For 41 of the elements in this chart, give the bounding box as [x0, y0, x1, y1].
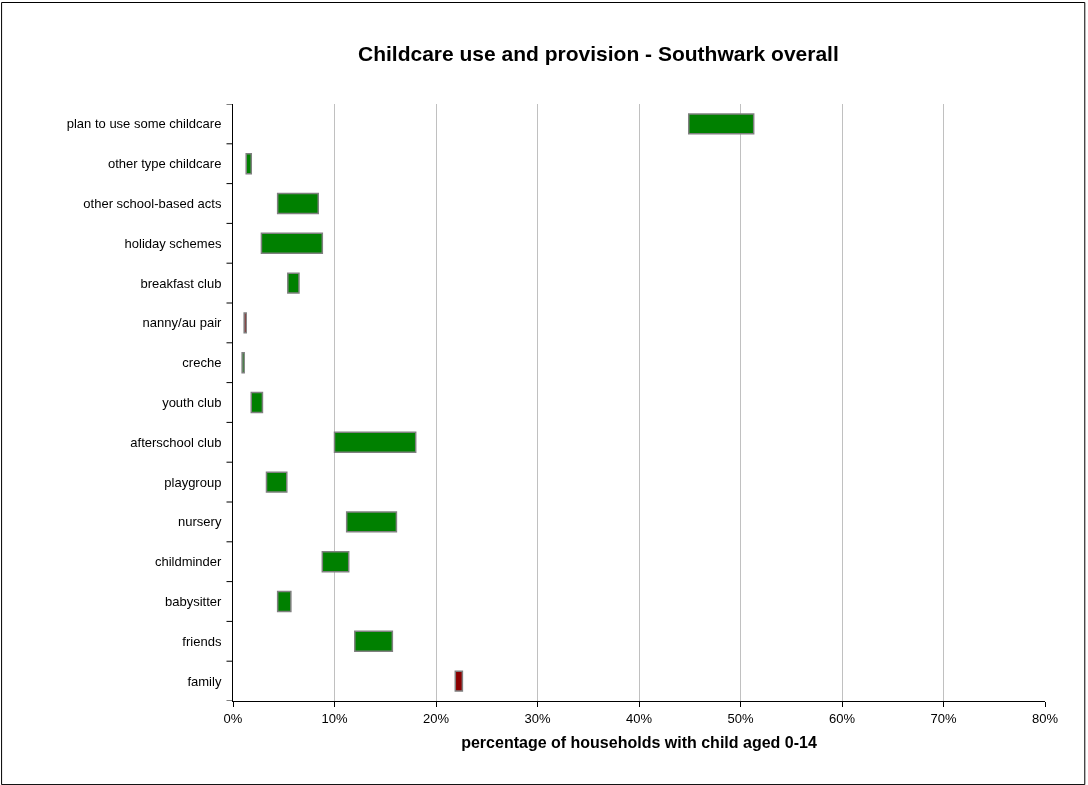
x-tick-label: 30% — [524, 710, 551, 726]
x-tick-label: 0% — [223, 710, 243, 726]
bar — [241, 352, 245, 374]
bar — [687, 113, 755, 135]
y-tick-label: babysitter — [165, 594, 223, 610]
y-tick-label: family — [187, 673, 222, 689]
bar — [276, 192, 320, 215]
x-tick-label: 70% — [930, 710, 957, 726]
x-tick-label: 80% — [1031, 710, 1059, 726]
bar — [345, 511, 398, 533]
bar — [265, 471, 288, 493]
chart-title: Childcare use and provision - Southwark overall — [358, 41, 839, 65]
y-tick-label: nursery — [178, 514, 222, 530]
bar — [276, 590, 292, 613]
y-tick-label: friends — [182, 633, 222, 649]
bar — [321, 551, 350, 573]
x-tick-label: 50% — [727, 710, 754, 726]
y-tick-label: childminder — [154, 554, 223, 570]
y-tick-label: other school-based acts — [83, 196, 222, 212]
bar — [243, 312, 247, 334]
y-tick-label: afterschool club — [130, 434, 222, 450]
bar — [260, 232, 324, 254]
x-tick-label: 20% — [422, 710, 450, 726]
y-tick-label: plan to use some childcare — [66, 116, 222, 132]
bar — [454, 670, 464, 692]
y-tick-label: creche — [182, 355, 222, 371]
x-axis-title: percentage of households with child aged 0-14 — [461, 734, 817, 752]
bar — [354, 630, 394, 652]
bar — [287, 272, 300, 294]
bar — [333, 431, 417, 453]
x-tick-label: 60% — [828, 710, 856, 726]
y-tick-label: holiday schemes — [124, 235, 222, 251]
bar — [245, 153, 253, 175]
x-tick-label: 40% — [625, 710, 653, 726]
bar — [250, 391, 264, 414]
y-tick-label: breakfast club — [140, 275, 222, 291]
y-tick-label: nanny/au pair — [142, 315, 223, 331]
x-tick-label: 10% — [321, 710, 348, 726]
y-tick-label: playgroup — [164, 474, 222, 490]
y-tick-label: other type childcare — [107, 156, 222, 172]
y-tick-label: youth club — [162, 395, 222, 411]
